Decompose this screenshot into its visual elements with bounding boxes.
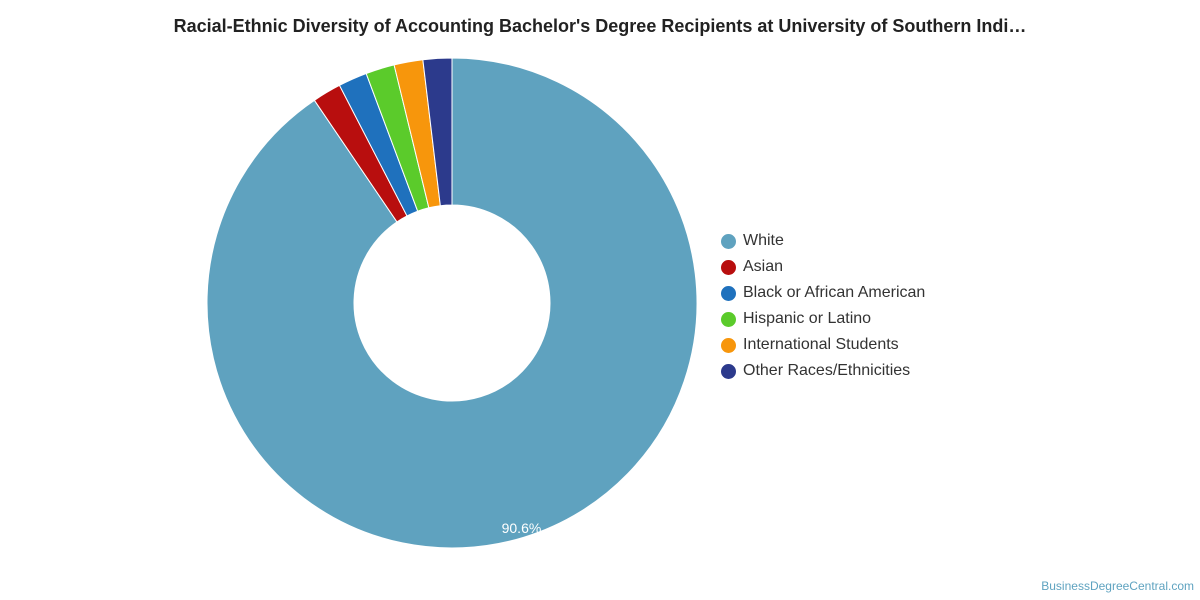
legend-swatch-asian (721, 259, 736, 275)
legend-swatch-other-races-ethnicities (721, 363, 736, 379)
chart-title: Racial-Ethnic Diversity of Accounting Ba… (173, 16, 1027, 36)
legend-item-hispanic-or-latino[interactable]: Hispanic or Latino (721, 306, 925, 332)
chart-legend: White Asian Black or African American Hispa… (721, 228, 925, 384)
legend-item-other-races-ethnicities[interactable]: Other Races/Ethnicities (721, 358, 925, 384)
slices-group (206, 57, 698, 549)
legend-swatch-black-or-african-american (721, 285, 736, 301)
slice-other-races-ethnicities[interactable] (422, 57, 453, 207)
legend-item-white[interactable]: White (721, 228, 925, 254)
data-labels-group: 90.6% (502, 520, 542, 536)
legend-label-hispanic-or-latino: Hispanic or Latino (743, 310, 872, 327)
legend-item-asian[interactable]: Asian (721, 254, 925, 280)
legend-label-white: White (743, 232, 784, 249)
legend-swatch-international-students (721, 337, 736, 353)
legend-item-black-or-african-american[interactable]: Black or African American (721, 280, 925, 306)
legend-label-asian: Asian (743, 258, 784, 275)
legend-swatch-white (721, 233, 736, 249)
legend-item-international-students[interactable]: International Students (721, 332, 925, 358)
slice-white[interactable] (206, 57, 698, 549)
source-credit: BusinessDegreeCentral.com (1041, 579, 1194, 593)
legend-swatch-hispanic-or-latino (721, 311, 736, 327)
data-label-white: 90.6% (502, 520, 542, 536)
legend-label-black-or-african-american: Black or African American (743, 284, 926, 301)
legend-label-other-races-ethnicities: Other Races/Ethnicities (743, 362, 911, 379)
legend-label-international-students: International Students (743, 336, 899, 353)
